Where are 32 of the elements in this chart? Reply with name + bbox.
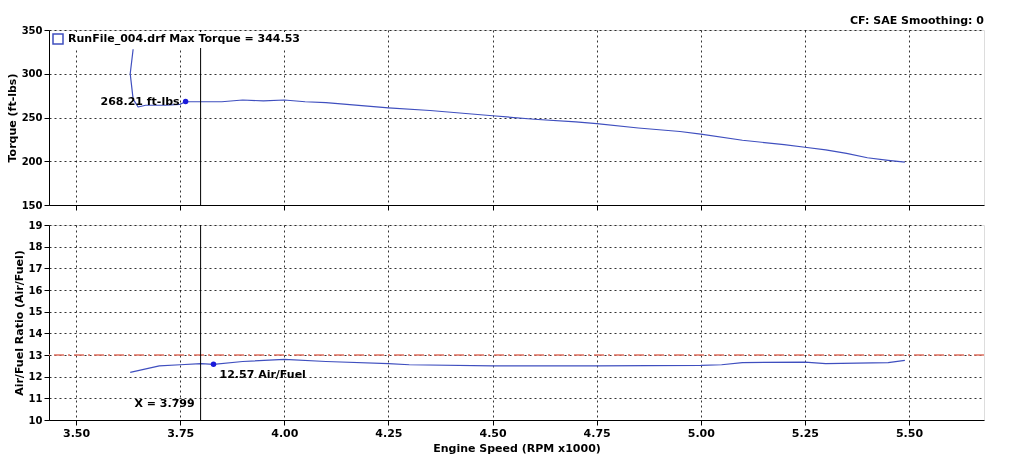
y-tick-label: 19 (28, 219, 43, 231)
y-tick-label: 300 (21, 68, 43, 80)
y-tick-label: 17 (28, 262, 43, 274)
y-tick-label: 16 (28, 284, 43, 296)
y-tick-label: 350 (21, 24, 43, 36)
y-tick-label: 250 (21, 112, 43, 123)
x-tick-label: 5.50 (895, 426, 924, 440)
x-axis-title: Engine Speed (RPM x1000) (433, 441, 601, 455)
x-tick-label: 4.25 (375, 426, 403, 440)
ref-line-label: X = 3.799 (134, 397, 195, 411)
x-tick-label: 3.75 (167, 426, 195, 440)
legend-label: RunFile_004.drf Max Torque = 344.53 (68, 32, 301, 45)
y-tick-label: 150 (21, 199, 43, 211)
y-tick-label: 18 (28, 241, 43, 253)
y-tick-label: 11 (28, 392, 43, 404)
y-tick-label: 200 (21, 155, 43, 167)
y-tick-label: 12 (28, 371, 43, 383)
y-tick-label: 13 (28, 349, 43, 361)
y-tick-label: 14 (28, 327, 43, 339)
x-tick-label: 3.50 (63, 426, 91, 440)
y-axis-title: Air/Fuel Ratio (Air/Fuel) (12, 250, 26, 396)
x-tick-label: 4.50 (479, 426, 507, 440)
text: CF: SAE Smoothing: 0 (850, 14, 985, 27)
y-tick-label: 10 (28, 414, 43, 426)
y-axis-title: Torque (ft-lbs) (5, 73, 19, 163)
annotation: 268.21 ft-lbs (100, 94, 181, 108)
x-tick-label: 4.75 (583, 426, 611, 440)
x-tick-label: 5.00 (687, 426, 716, 440)
annotation: 12.57 Air/Fuel (219, 368, 306, 382)
x-tick-label: 5.25 (791, 426, 819, 440)
y-tick-label: 15 (28, 306, 43, 318)
x-tick-label: 4.00 (271, 426, 299, 440)
